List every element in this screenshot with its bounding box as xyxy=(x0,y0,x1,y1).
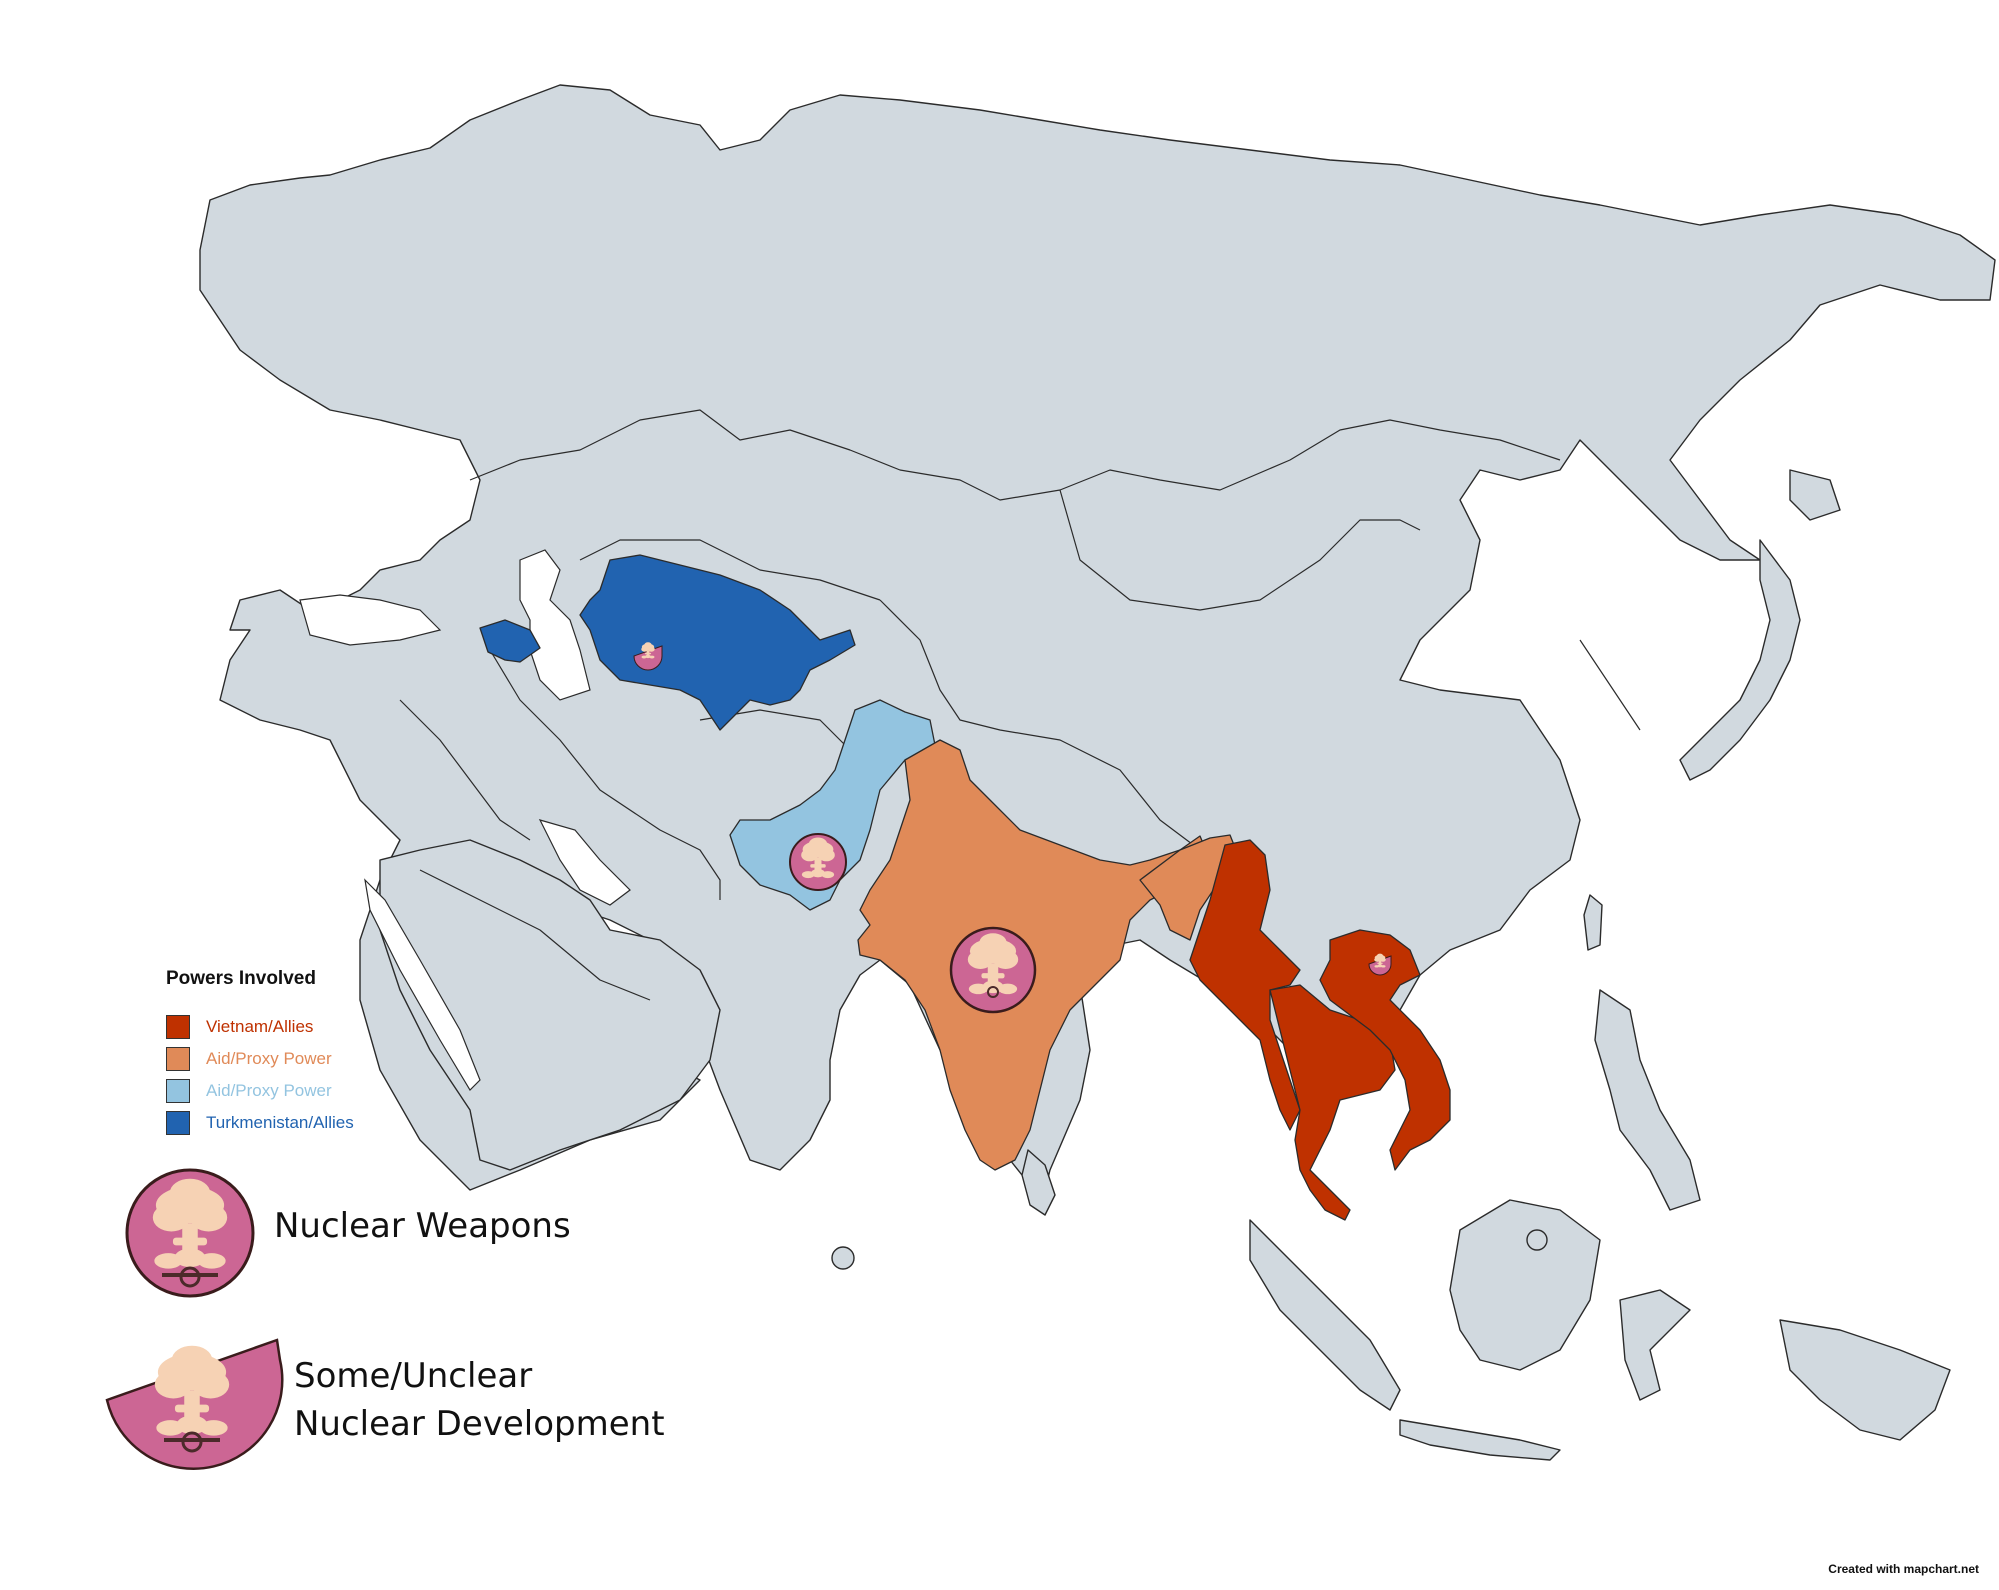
legend-swatch xyxy=(166,1079,190,1103)
persian-gulf xyxy=(538,819,631,906)
java xyxy=(1399,1419,1561,1461)
border-russia-south xyxy=(469,409,1561,501)
taiwan xyxy=(1583,894,1603,951)
turkmenistan-allies-region xyxy=(579,554,856,731)
legend-item-aid-proxy-light-blue: Aid/Proxy Power xyxy=(166,1078,332,1104)
turkmenistan-partial-nuclear-icon xyxy=(633,642,663,671)
border-iraq xyxy=(399,699,531,841)
island-small-1 xyxy=(831,1246,855,1270)
japan xyxy=(1679,539,1801,781)
nuclear-development-label-line2: Nuclear Development xyxy=(294,1404,665,1444)
asia-mainland xyxy=(199,84,1996,1211)
legend-label: Aid/Proxy Power xyxy=(206,1081,332,1100)
border-china-west xyxy=(879,599,1241,901)
credit-text: Created with mapchart.net xyxy=(1828,1562,1979,1576)
nuclear-development-label-line1: Some/Unclear xyxy=(294,1356,533,1396)
india-nuclear-weapons-icon xyxy=(949,926,1037,1014)
border-kazakh xyxy=(579,539,881,601)
sulawesi xyxy=(1619,1289,1691,1401)
nuclear-weapons-label: Nuclear Weapons xyxy=(274,1206,571,1246)
border-mongolia xyxy=(1059,489,1421,611)
border-iran xyxy=(489,649,721,900)
caspian-sea xyxy=(519,549,591,701)
sumatra xyxy=(1249,1219,1401,1411)
legend-item-vietnam-allies: Vietnam/Allies xyxy=(166,1014,313,1040)
legend-label: Aid/Proxy Power xyxy=(206,1049,332,1068)
borneo xyxy=(1449,1199,1601,1371)
legend-swatch xyxy=(166,1047,190,1071)
legend-nuclear-development-icon xyxy=(105,1338,284,1470)
legend-item-turkmenistan-allies: Turkmenistan/Allies xyxy=(166,1110,354,1136)
philippines xyxy=(1594,989,1701,1211)
legend-swatch xyxy=(166,1015,190,1039)
new-guinea xyxy=(1779,1319,1951,1441)
myanmar-region xyxy=(1189,839,1301,1131)
vietnam-partial-nuclear-icon xyxy=(1368,953,1392,976)
red-sea xyxy=(364,878,481,1091)
legend-label: Vietnam/Allies xyxy=(206,1017,314,1036)
arabia xyxy=(379,839,721,1171)
black-sea xyxy=(299,594,442,646)
legend-label: Turkmenistan/Allies xyxy=(206,1113,354,1132)
border-saudi xyxy=(419,869,651,1001)
legend-swatch xyxy=(166,1111,190,1135)
legend-item-aid-proxy-orange: Aid/Proxy Power xyxy=(166,1046,332,1072)
vietnam-laos-region xyxy=(1319,929,1451,1171)
hokkaido xyxy=(1789,469,1841,521)
legend-nuclear-weapons-icon xyxy=(125,1168,255,1298)
pakistan-nuclear-weapons-icon xyxy=(789,833,847,891)
border-korea xyxy=(1579,639,1641,731)
sri-lanka xyxy=(1021,1149,1056,1216)
pakistan-region xyxy=(729,699,936,911)
azerbaijan-region xyxy=(479,619,541,663)
legend-title: Powers Involved xyxy=(166,968,316,989)
island-small-2 xyxy=(1526,1229,1548,1251)
